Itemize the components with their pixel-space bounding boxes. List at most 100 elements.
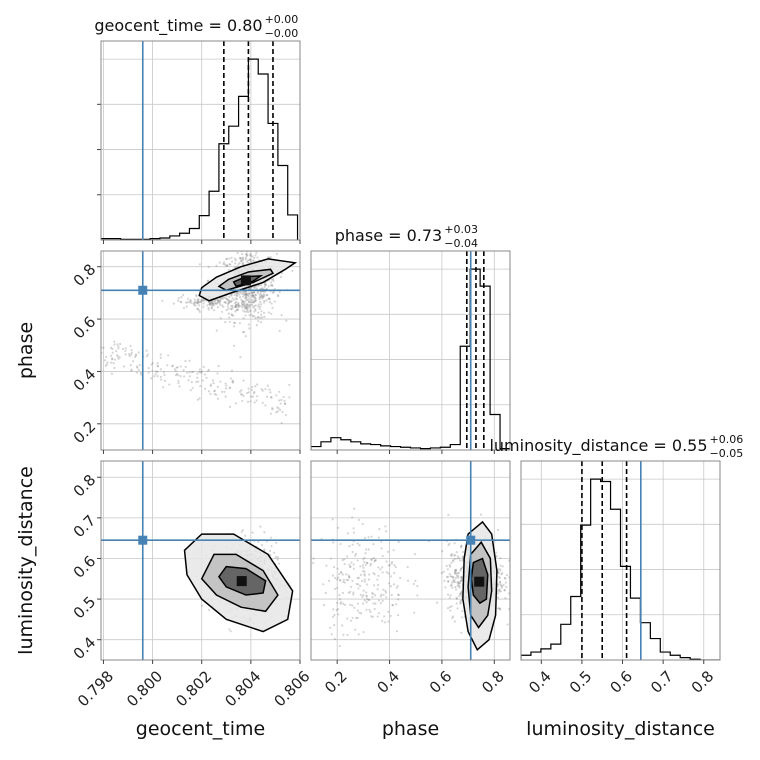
sample-point <box>256 241 258 243</box>
sample-point <box>359 593 362 596</box>
sample-point <box>347 574 350 577</box>
sample-point <box>198 368 202 371</box>
sample-point <box>195 294 198 297</box>
sample-point <box>365 591 368 594</box>
sample-point <box>348 576 351 579</box>
sample-point <box>217 364 220 368</box>
sample-point <box>363 570 366 573</box>
sample-point <box>454 576 457 579</box>
sample-point <box>271 408 274 411</box>
sample-point <box>312 561 315 565</box>
sample-point <box>243 305 246 308</box>
sample-point <box>243 301 246 304</box>
sample-point <box>196 301 200 304</box>
sample-point <box>135 371 139 374</box>
sample-point <box>241 331 245 334</box>
sample-point <box>279 275 283 279</box>
sample-point <box>233 257 237 260</box>
sample-point <box>244 534 247 537</box>
sample-point <box>184 365 187 368</box>
sample-point <box>359 584 362 587</box>
sample-point <box>379 568 382 571</box>
sample-point <box>227 268 231 272</box>
sample-point <box>342 602 345 605</box>
y-tick-label: 0.2 <box>70 417 100 447</box>
sample-point <box>459 581 462 584</box>
sample-point <box>372 543 375 546</box>
sample-point <box>376 578 379 581</box>
sample-point <box>195 380 198 383</box>
sample-point <box>267 256 270 259</box>
sample-point <box>235 265 238 268</box>
sample-point <box>367 578 370 581</box>
sample-point <box>235 300 238 304</box>
sample-point <box>127 353 131 356</box>
title-main: luminosity_distance = 0.55 <box>489 436 707 456</box>
sample-point <box>351 579 354 582</box>
sample-point <box>336 601 339 605</box>
sample-point <box>213 390 216 393</box>
sample-point <box>259 243 261 245</box>
sample-point <box>413 611 416 614</box>
sample-point <box>446 607 450 610</box>
sample-point <box>384 591 388 594</box>
sample-point <box>206 304 209 307</box>
sample-point <box>251 291 254 294</box>
sample-point <box>241 309 245 312</box>
sample-point <box>499 580 502 584</box>
sample-point <box>371 615 374 618</box>
sample-point <box>348 563 351 566</box>
sample-point <box>216 397 220 400</box>
sample-point <box>146 353 150 356</box>
sample-point <box>185 301 188 304</box>
sample-point <box>179 300 182 304</box>
sample-point <box>220 390 224 393</box>
sample-point <box>240 389 243 392</box>
sample-point <box>276 406 279 409</box>
sample-point <box>454 586 457 589</box>
panel-geocent_time-histogram <box>97 40 301 244</box>
sample-point <box>110 372 113 375</box>
sample-point <box>224 321 227 324</box>
sample-point <box>460 544 463 547</box>
sample-point <box>380 547 383 550</box>
sample-point <box>195 301 199 304</box>
sample-point <box>168 383 171 386</box>
sample-point <box>357 587 360 590</box>
sample-point <box>416 594 419 597</box>
sample-point <box>244 335 247 338</box>
sample-point <box>447 544 450 547</box>
sample-point <box>205 376 208 379</box>
sample-point <box>345 578 348 581</box>
sample-point <box>159 353 162 356</box>
title-subscript: −0.04 <box>444 237 478 250</box>
sample-point <box>283 399 286 403</box>
sample-point <box>358 611 361 614</box>
sample-point <box>461 579 464 582</box>
sample-point <box>457 582 460 585</box>
sample-point <box>454 571 457 574</box>
sample-point <box>130 351 133 354</box>
sample-point <box>241 256 245 259</box>
sample-point <box>347 591 350 594</box>
sample-point <box>349 603 352 606</box>
sample-point <box>267 297 270 300</box>
sample-point <box>259 525 262 528</box>
sample-point <box>209 383 212 386</box>
sample-point <box>338 593 341 597</box>
sample-point <box>370 615 373 618</box>
sample-point <box>222 296 225 299</box>
sample-point <box>259 305 262 308</box>
sample-point <box>229 263 232 266</box>
sample-point <box>240 393 243 396</box>
sample-point <box>218 301 221 305</box>
sample-point <box>192 302 195 305</box>
sample-point <box>364 552 367 555</box>
sample-point <box>271 284 274 287</box>
sample-point <box>271 291 274 294</box>
sample-point <box>291 269 294 272</box>
sample-point <box>259 296 262 299</box>
sample-point <box>231 379 235 382</box>
sample-point <box>269 256 272 259</box>
sample-point <box>274 555 278 559</box>
